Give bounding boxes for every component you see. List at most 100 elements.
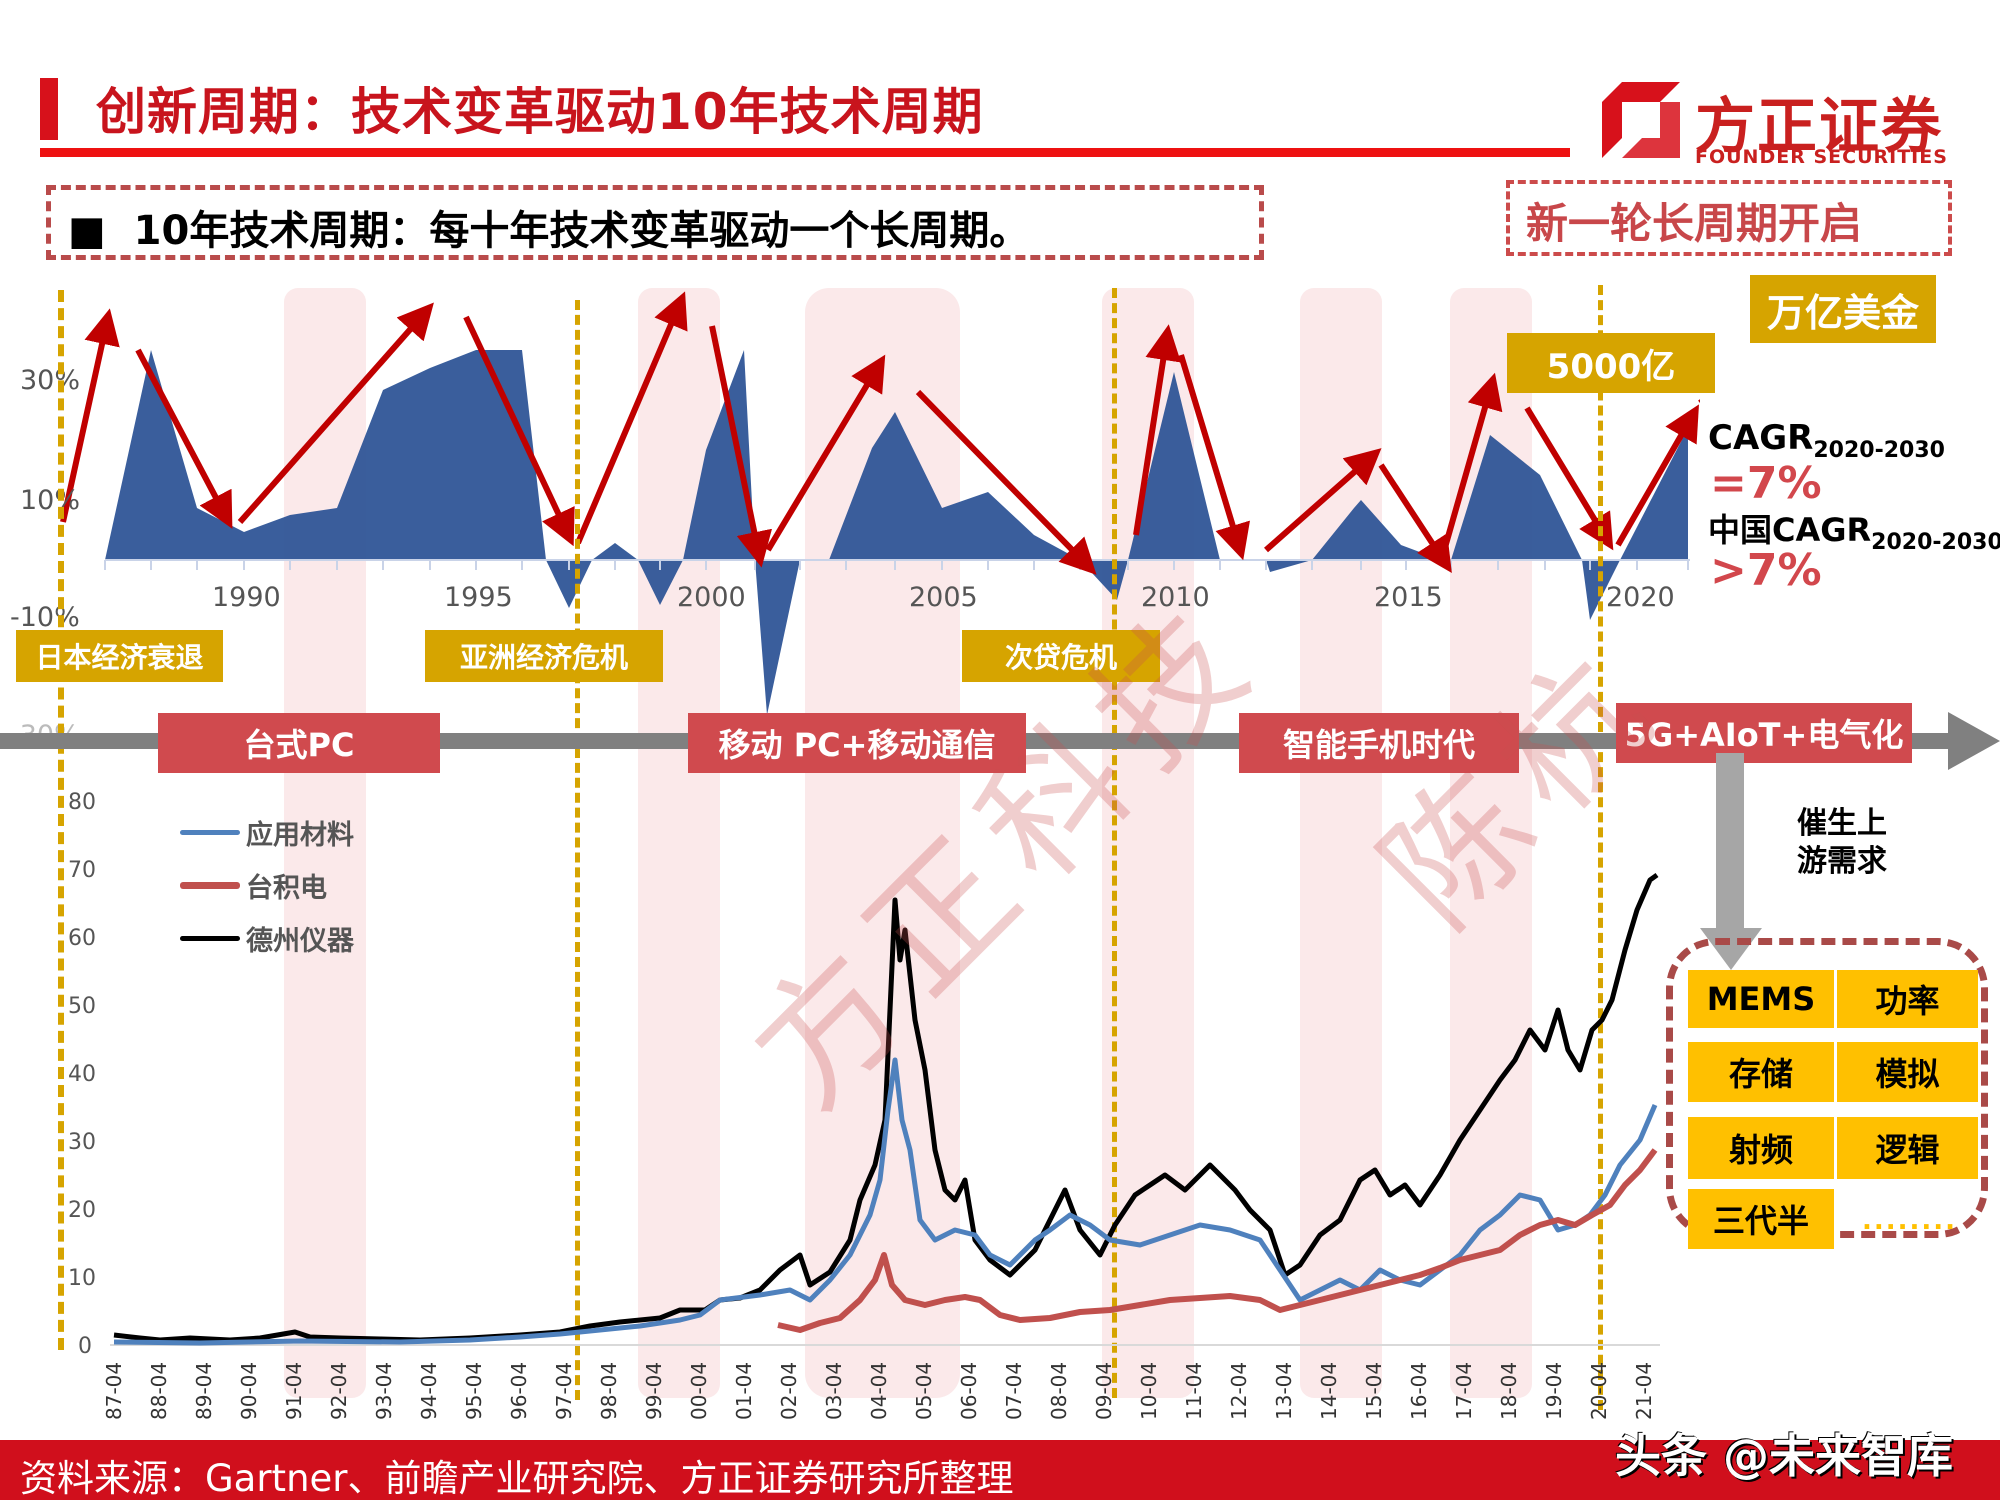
- x-tick-label: 87-04: [102, 1361, 126, 1420]
- era-tag-5g-aiot: 5G+AIoT+电气化: [1616, 703, 1912, 763]
- crisis-tag-asia: 亚洲经济危机: [425, 630, 663, 682]
- category-memory: 存储: [1688, 1042, 1834, 1102]
- bullet-icon: ■: [68, 208, 106, 254]
- y-axis-label: 0: [78, 1334, 92, 1359]
- y-axis-pct-label: 30%: [20, 365, 81, 396]
- y-axis-label: 80: [68, 790, 96, 815]
- upstream-line: 催生上: [1797, 806, 1887, 841]
- category-logic: 逻辑: [1837, 1117, 1978, 1179]
- cagr-label-text: 中国CAGR: [1708, 511, 1872, 549]
- footer-bar: [0, 1440, 2000, 1500]
- market-size-tag-trillion: 万亿美金: [1750, 275, 1936, 343]
- x-tick-label: 10-04: [1137, 1361, 1161, 1420]
- legend-line-icon: [180, 936, 240, 941]
- x-tick-label: 92-04: [327, 1361, 351, 1420]
- x-axis-year-label: 2015: [1374, 582, 1443, 613]
- x-tick-label: 11-04: [1182, 1361, 1206, 1420]
- y-axis-label: 70: [68, 858, 96, 883]
- timeline-arrow-head-icon: [1948, 712, 2000, 770]
- crisis-line: [575, 300, 580, 1400]
- x-tick-label: 01-04: [732, 1361, 756, 1420]
- legend-item-amat: 应用材料: [180, 813, 354, 852]
- cagr-global-value: =7%: [1710, 458, 1822, 509]
- logo-name-cn: 方正证券: [1695, 92, 1943, 162]
- upstream-line: 游需求: [1797, 844, 1887, 879]
- founder-logo-icon: [1602, 82, 1680, 158]
- subtitle-box: [46, 185, 1264, 260]
- y-axis-label: 10: [68, 1266, 96, 1291]
- new-cycle-label: 新一轮长周期开启: [1526, 199, 1863, 248]
- legend-line-icon: [180, 830, 240, 835]
- y-axis-label: 30: [68, 1130, 96, 1155]
- category-analog: 模拟: [1837, 1042, 1978, 1102]
- legend-label: 台积电: [246, 873, 327, 904]
- x-tick-label: 21-04: [1632, 1361, 1656, 1420]
- category-mems: MEMS: [1688, 970, 1834, 1028]
- x-axis-year-label: 1995: [444, 582, 513, 613]
- x-tick-label: 95-04: [462, 1361, 486, 1420]
- subtitle-text: 10年技术周期：每十年技术变革驱动一个长周期。: [133, 208, 1030, 254]
- x-tick-label: 20-04: [1587, 1361, 1611, 1420]
- x-tick-label: 03-04: [822, 1361, 846, 1420]
- market-size-tag-5000: 5000亿: [1507, 333, 1715, 393]
- x-tick-label: 08-04: [1047, 1361, 1071, 1420]
- legend-item-tsmc: 台积电: [180, 866, 354, 905]
- down-arrow-shaft: [1716, 753, 1744, 931]
- x-tick-label: 93-04: [372, 1361, 396, 1420]
- x-tick-label: 96-04: [507, 1361, 531, 1420]
- x-tick-label: 17-04: [1452, 1361, 1476, 1420]
- y-axis-label: 50: [68, 994, 96, 1019]
- title-accent-bar: [40, 78, 58, 140]
- era-tag-smartphone: 智能手机时代: [1239, 713, 1519, 773]
- crisis-line: [58, 290, 64, 1350]
- title-divider: [40, 148, 1570, 157]
- y-axis-pct-label: -10%: [10, 602, 80, 633]
- cagr-china-label: 中国CAGR2020-2030: [1708, 505, 2000, 555]
- x-axis-year-label: 2000: [677, 582, 746, 613]
- category-rf: 射频: [1688, 1117, 1834, 1179]
- x-tick-label: 97-04: [552, 1361, 576, 1420]
- x-tick-label: 07-04: [1002, 1361, 1026, 1420]
- x-tick-label: 98-04: [597, 1361, 621, 1420]
- cagr-global-label: CAGR2020-2030: [1708, 418, 1945, 463]
- x-tick-label: 02-04: [777, 1361, 801, 1420]
- x-tick-label: 89-04: [192, 1361, 216, 1420]
- legend-item-ti: 德州仪器: [180, 919, 354, 958]
- era-tag-mobile-pc: 移动 PC+移动通信: [688, 713, 1026, 773]
- x-axis-year-label: 2005: [909, 582, 978, 613]
- era-tag-desktop-pc: 台式PC: [158, 713, 440, 773]
- upstream-demand-text: 催生上 游需求: [1797, 805, 1887, 881]
- page-title: 创新周期：技术变革驱动10年技术周期: [96, 83, 984, 141]
- new-cycle-box: [1506, 180, 1952, 256]
- x-tick-label: 91-04: [282, 1361, 306, 1420]
- category-third-gen-semi: 三代半: [1688, 1189, 1834, 1249]
- toutiao-watermark: 头条 @未来智库: [1615, 1429, 1954, 1483]
- crisis-tag-subprime: 次贷危机: [962, 630, 1160, 682]
- crisis-tag-japan: 日本经济衰退: [16, 630, 223, 682]
- y-axis-label: 60: [68, 926, 96, 951]
- x-tick-label: 16-04: [1407, 1361, 1431, 1420]
- category-power: 功率: [1837, 970, 1978, 1028]
- x-tick-label: 88-04: [147, 1361, 171, 1420]
- subtitle: ■ 10年技术周期：每十年技术变革驱动一个长周期。: [68, 198, 1029, 256]
- x-tick-label: 99-04: [642, 1361, 666, 1420]
- x-tick-label: 90-04: [237, 1361, 261, 1420]
- crisis-line: [1598, 285, 1603, 1410]
- category-more-ellipsis: ........: [1862, 1206, 1958, 1236]
- crisis-line: [1112, 288, 1117, 1398]
- legend-label: 应用材料: [246, 820, 354, 851]
- y-axis-label: 20: [68, 1198, 96, 1223]
- x-tick-label: 94-04: [417, 1361, 441, 1420]
- x-tick-label: 04-04: [867, 1361, 891, 1420]
- x-tick-label: 15-04: [1362, 1361, 1386, 1420]
- cagr-subscript: 2020-2030: [1813, 438, 1945, 463]
- x-tick-label: 06-04: [957, 1361, 981, 1420]
- chart-legend: 应用材料 台积电 德州仪器: [180, 813, 354, 958]
- source-note: 资料来源：Gartner、前瞻产业研究院、方正证券研究所整理: [20, 1457, 1014, 1500]
- x-tick-label: 09-04: [1092, 1361, 1116, 1420]
- x-tick-label: 18-04: [1497, 1361, 1521, 1420]
- x-axis-year-label: 2020: [1606, 582, 1675, 613]
- cagr-china-value: >7%: [1710, 545, 1822, 596]
- logo-name-en: FOUNDER SECURITIES: [1695, 146, 1948, 168]
